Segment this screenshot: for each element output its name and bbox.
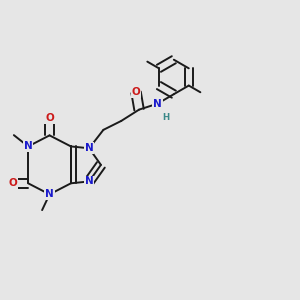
Text: O: O	[45, 113, 54, 123]
Text: N: N	[85, 176, 94, 186]
Text: O: O	[132, 87, 140, 98]
Text: N: N	[85, 143, 94, 153]
Text: N: N	[24, 141, 32, 152]
Text: N: N	[153, 99, 162, 109]
Text: H: H	[162, 112, 169, 122]
Text: N: N	[45, 189, 54, 199]
Text: O: O	[9, 178, 18, 188]
